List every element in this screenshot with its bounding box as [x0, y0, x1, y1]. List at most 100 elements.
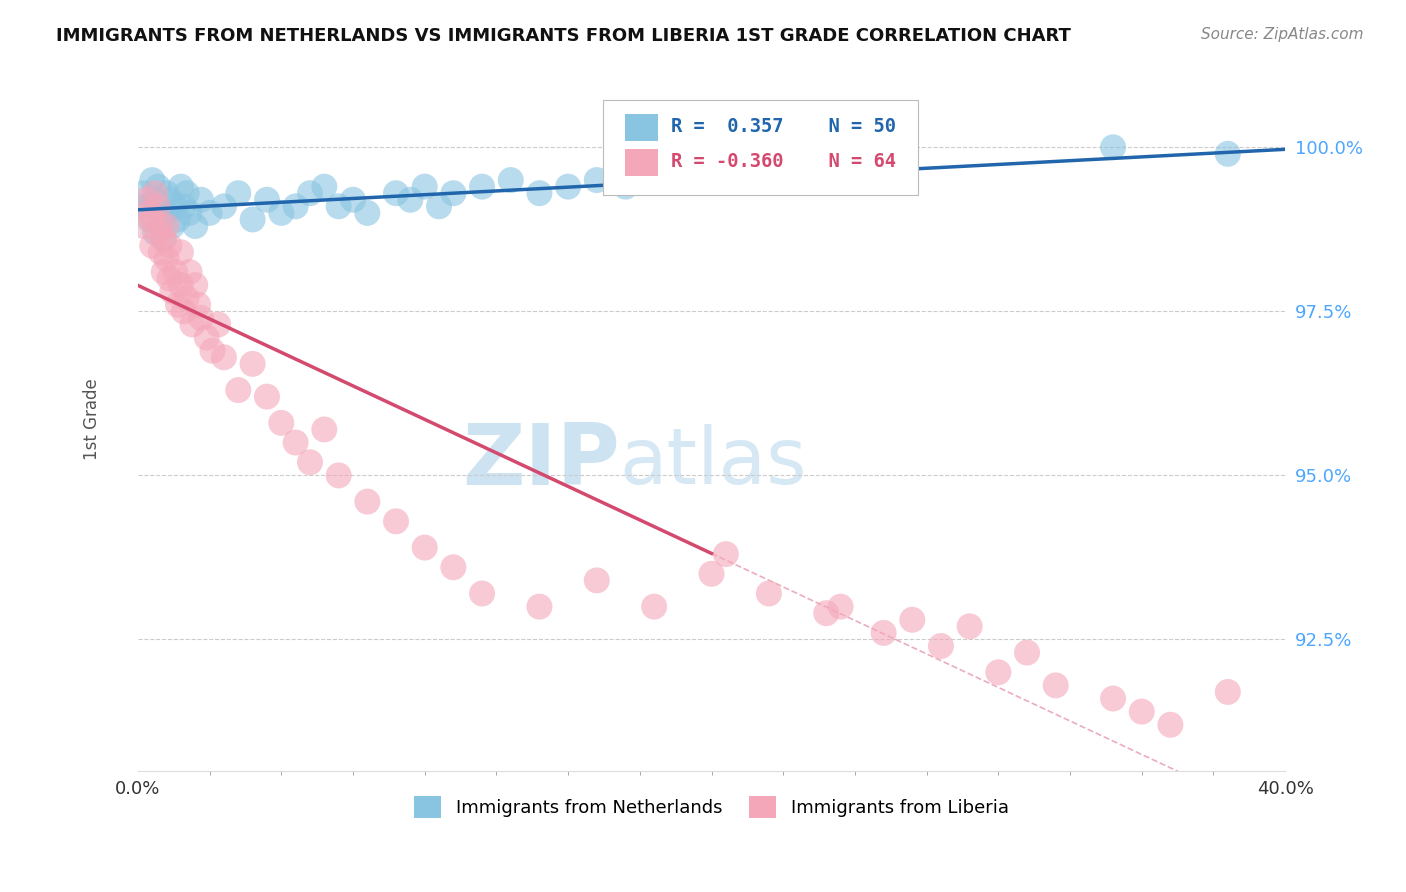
Point [170, 179, 193, 194]
Text: ZIP: ZIP [463, 420, 620, 503]
Point [138, 206, 160, 220]
Point [167, 212, 190, 227]
Point [143, 193, 166, 207]
Point [471, 179, 494, 194]
Point [143, 186, 166, 201]
Point [138, 212, 160, 227]
Point [135, 193, 157, 207]
Point [159, 193, 181, 207]
Point [270, 416, 292, 430]
Point [195, 330, 218, 344]
Point [190, 310, 212, 325]
Text: atlas: atlas [620, 424, 807, 500]
Point [1130, 705, 1153, 719]
Point [149, 219, 172, 233]
Point [270, 206, 292, 220]
Point [143, 226, 166, 240]
Point [585, 173, 607, 187]
Point [162, 285, 184, 299]
Point [190, 193, 212, 207]
Point [152, 232, 174, 246]
Point [815, 167, 838, 181]
Legend: Immigrants from Netherlands, Immigrants from Liberia: Immigrants from Netherlands, Immigrants … [406, 789, 1017, 825]
Point [155, 252, 177, 266]
Point [399, 193, 422, 207]
Point [529, 599, 551, 614]
Point [146, 179, 169, 194]
Point [226, 186, 249, 201]
Point [201, 343, 224, 358]
Point [314, 422, 336, 436]
Point [1159, 718, 1181, 732]
Point [643, 599, 665, 614]
Point [155, 206, 177, 220]
Point [181, 318, 204, 332]
Point [427, 199, 450, 213]
Bar [626, 114, 658, 141]
Point [872, 173, 894, 187]
Point [328, 468, 350, 483]
Point [298, 455, 321, 469]
Point [413, 179, 436, 194]
Point [256, 390, 278, 404]
Point [141, 173, 163, 187]
Point [212, 199, 235, 213]
Point [585, 574, 607, 588]
Point [155, 219, 177, 233]
Point [987, 665, 1010, 680]
Point [176, 186, 198, 201]
Point [1216, 685, 1239, 699]
Point [170, 278, 193, 293]
Point [187, 298, 209, 312]
Point [758, 173, 780, 187]
Point [179, 206, 201, 220]
Point [815, 606, 838, 620]
Point [212, 351, 235, 365]
Point [242, 212, 264, 227]
Point [314, 179, 336, 194]
Point [441, 560, 464, 574]
Point [132, 219, 155, 233]
Point [529, 186, 551, 201]
Point [176, 291, 198, 305]
Point [714, 547, 737, 561]
Point [1102, 140, 1125, 154]
Point [165, 265, 187, 279]
Text: R = -0.360    N = 64: R = -0.360 N = 64 [672, 153, 897, 171]
Point [328, 199, 350, 213]
Point [385, 186, 408, 201]
Point [179, 265, 201, 279]
Point [298, 186, 321, 201]
Point [256, 193, 278, 207]
Point [141, 212, 163, 227]
Point [342, 193, 364, 207]
Point [643, 173, 665, 187]
Text: 1st Grade: 1st Grade [83, 379, 101, 460]
Point [1216, 146, 1239, 161]
Point [385, 514, 408, 528]
Point [226, 383, 249, 397]
Point [557, 179, 579, 194]
Point [141, 238, 163, 252]
Point [1045, 678, 1067, 692]
Point [162, 219, 184, 233]
Text: IMMIGRANTS FROM NETHERLANDS VS IMMIGRANTS FROM LIBERIA 1ST GRADE CORRELATION CHA: IMMIGRANTS FROM NETHERLANDS VS IMMIGRANT… [56, 27, 1071, 45]
Point [356, 206, 378, 220]
Point [152, 265, 174, 279]
Point [170, 245, 193, 260]
Point [146, 199, 169, 213]
Text: R =  0.357    N = 50: R = 0.357 N = 50 [672, 118, 897, 136]
Point [184, 219, 207, 233]
Point [1102, 691, 1125, 706]
Point [441, 186, 464, 201]
Point [499, 173, 522, 187]
Point [159, 271, 181, 285]
Point [146, 226, 169, 240]
Point [959, 619, 981, 633]
Point [356, 494, 378, 508]
Text: Source: ZipAtlas.com: Source: ZipAtlas.com [1201, 27, 1364, 42]
Point [132, 186, 155, 201]
Point [159, 238, 181, 252]
Point [165, 199, 187, 213]
Point [830, 599, 852, 614]
